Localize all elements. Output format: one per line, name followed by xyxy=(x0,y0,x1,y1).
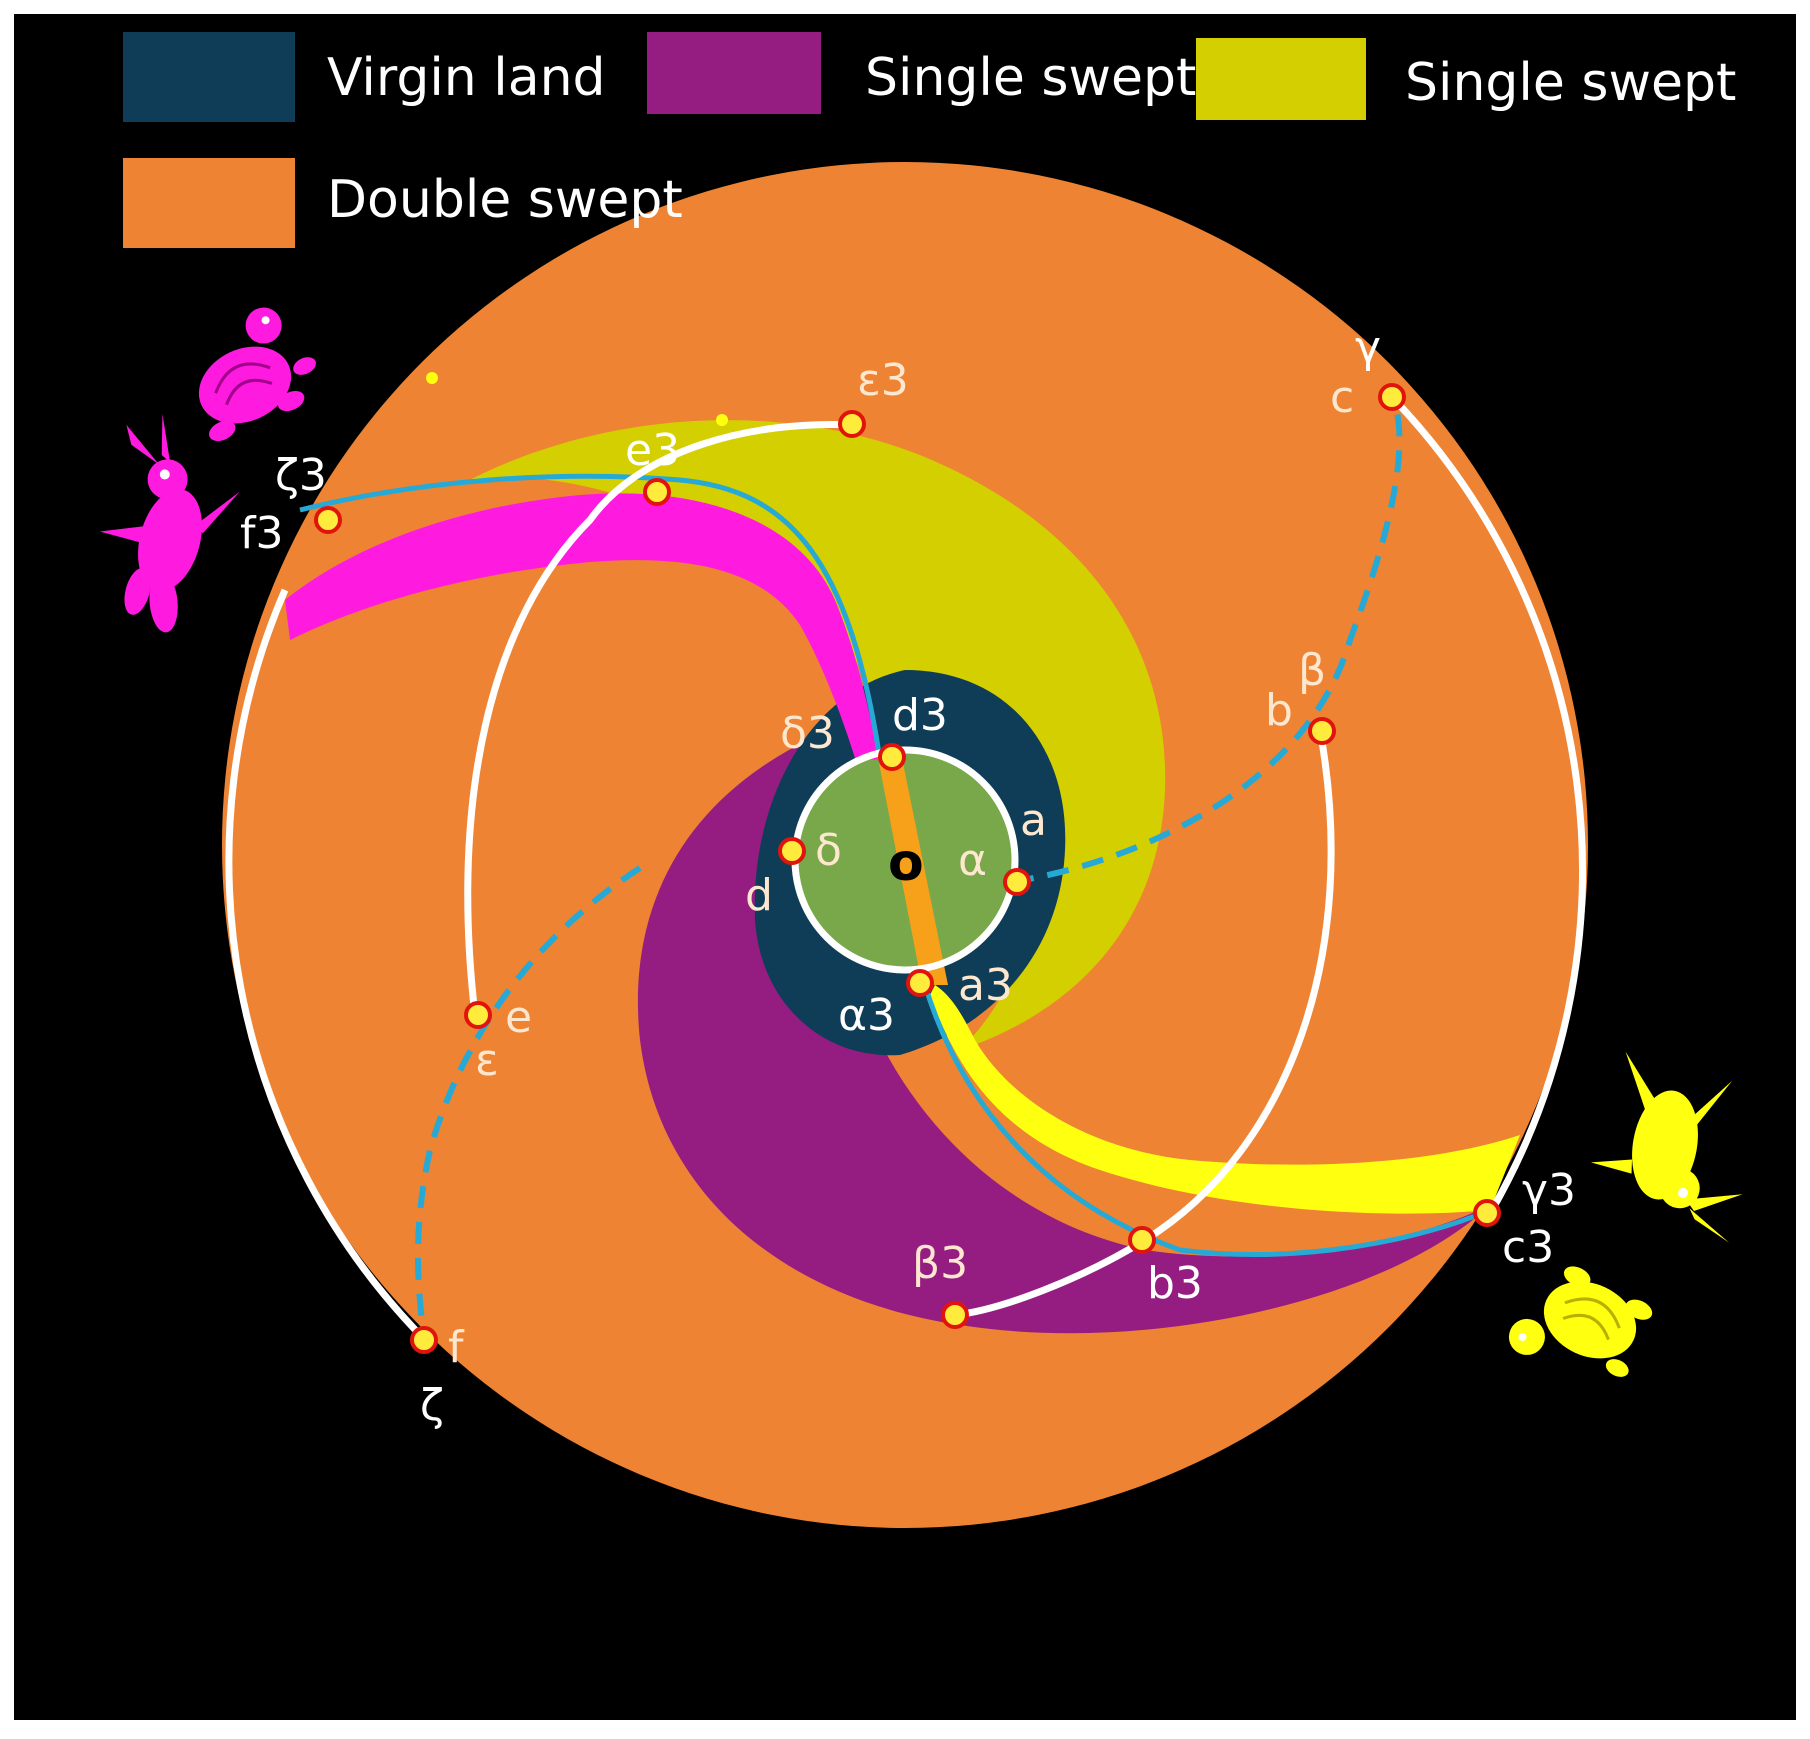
label-b: b xyxy=(1265,685,1293,736)
legend-swatch-virgin-land xyxy=(123,32,295,122)
labels-layer: o γ c β b a α a3 α3 d3 δ3 δ d ε3 e3 ζ3 f… xyxy=(240,322,1576,1431)
magenta-tortoise-icon xyxy=(198,307,316,441)
legend-label-single-swept-yellow: Single swept xyxy=(1405,53,1736,113)
point-b xyxy=(1308,717,1336,745)
magenta-band-edge xyxy=(299,473,883,761)
label-epsilon: ε xyxy=(475,1035,499,1086)
point-b3 xyxy=(1128,1226,1156,1254)
label-c3: c3 xyxy=(1502,1222,1554,1273)
label-d: d xyxy=(745,870,773,921)
label-a3: a3 xyxy=(958,960,1013,1011)
label-e: e xyxy=(505,992,532,1043)
dashed-path-right xyxy=(1011,393,1403,885)
label-c: c xyxy=(1330,372,1354,423)
label-alpha3: α3 xyxy=(838,990,895,1041)
label-delta: δ xyxy=(815,825,842,876)
label-e3: e3 xyxy=(625,425,680,476)
label-f3: f3 xyxy=(240,508,283,559)
legend-label-single-swept-purple: Single swept xyxy=(865,48,1196,108)
single-swept-yellow-region xyxy=(460,420,1166,1050)
label-center-o: o xyxy=(888,833,924,893)
point-e3 xyxy=(643,478,671,506)
point-d xyxy=(778,837,806,865)
label-delta3: δ3 xyxy=(780,708,835,759)
middle-path-right xyxy=(954,729,1335,1319)
middle-path-left xyxy=(464,420,856,1016)
label-d3: d3 xyxy=(892,690,948,741)
legend-swatch-single-swept-purple xyxy=(647,32,821,114)
yellow-swept-band xyxy=(930,985,1520,1214)
label-beta3: β3 xyxy=(912,1238,968,1289)
label-gamma: γ xyxy=(1355,322,1381,373)
label-zeta3: ζ3 xyxy=(275,450,327,501)
label-a: a xyxy=(1020,795,1047,846)
point-f xyxy=(410,1326,438,1354)
dashed-path-left xyxy=(414,865,642,1341)
magenta-swept-band xyxy=(285,493,880,760)
outer-path-right xyxy=(1387,392,1586,1212)
label-b3: b3 xyxy=(1147,1258,1203,1309)
small-yellow-dot-1 xyxy=(426,372,438,384)
legend-swatch-single-swept-yellow xyxy=(1196,38,1366,120)
small-yellow-dot-2 xyxy=(716,414,728,426)
single-swept-purple-region xyxy=(637,720,1490,1334)
label-gamma3: γ3 xyxy=(1522,1165,1576,1216)
label-epsilon3: ε3 xyxy=(857,355,909,406)
point-f3 xyxy=(314,506,342,534)
yellow-band-edge xyxy=(922,984,1491,1257)
point-epsilon3 xyxy=(838,410,866,438)
point-e xyxy=(464,1001,492,1029)
legend-label-double-swept: Double swept xyxy=(327,170,683,230)
point-beta3 xyxy=(941,1301,969,1329)
label-zeta: ζ xyxy=(420,1380,444,1431)
point-a xyxy=(1003,868,1031,896)
point-c3 xyxy=(1473,1199,1501,1227)
label-alpha: α xyxy=(958,835,987,886)
point-d3 xyxy=(878,743,906,771)
point-c xyxy=(1378,383,1406,411)
points-layer xyxy=(314,372,1501,1354)
point-a3 xyxy=(906,969,934,997)
yellow-hare-icon xyxy=(1590,1051,1743,1243)
yellow-tortoise-icon xyxy=(1508,1266,1653,1377)
legend-swatch-double-swept xyxy=(123,158,295,248)
outer-path-left xyxy=(225,588,428,1343)
label-f: f xyxy=(448,1322,465,1373)
legend-label-virgin-land: Virgin land xyxy=(327,48,606,108)
legend: Virgin land Single swept Single swept Do… xyxy=(123,32,1736,248)
center-strip xyxy=(878,758,948,985)
label-beta: β xyxy=(1298,645,1326,696)
